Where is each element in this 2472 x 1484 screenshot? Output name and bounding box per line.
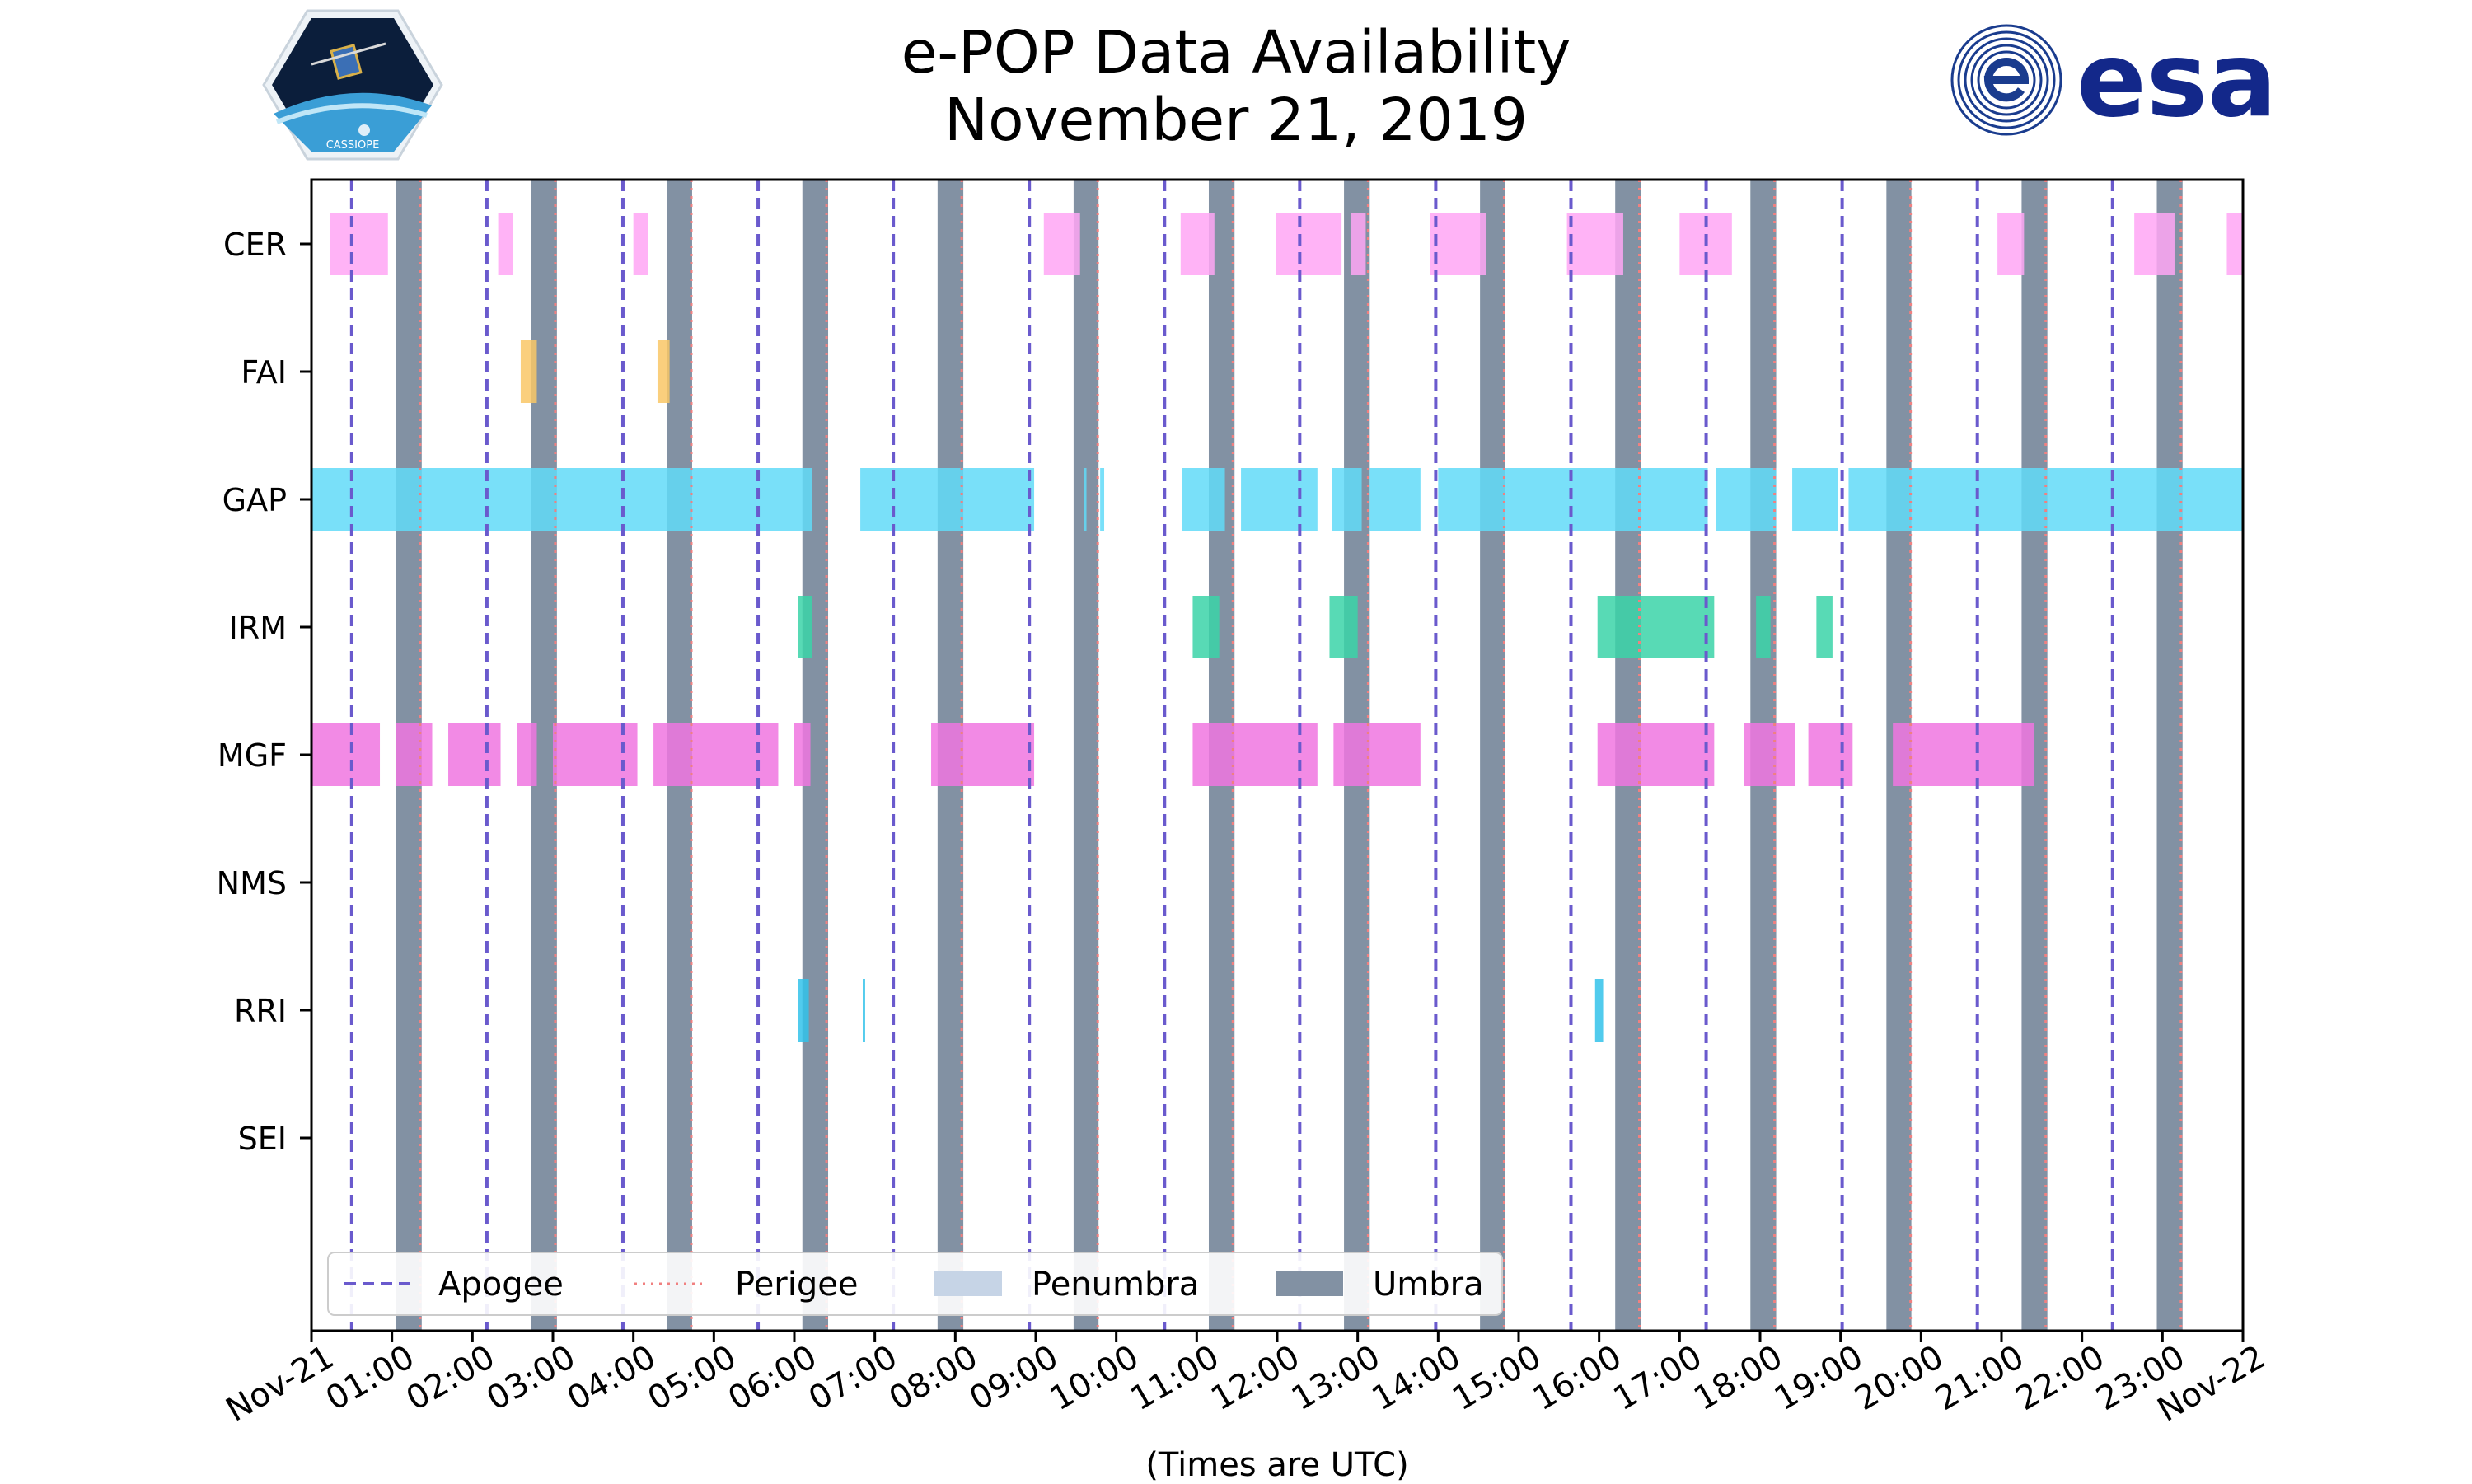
esa-logo-text: esa <box>2076 21 2278 140</box>
availability-bar-cer <box>1351 213 1366 275</box>
y-tick-label: MGF <box>218 737 287 774</box>
x-tick-label: 13:00 <box>1285 1338 1387 1418</box>
availability-bar-cer <box>1276 213 1342 275</box>
availability-bar-irm <box>1192 596 1220 658</box>
legend-label-apogee: Apogee <box>438 1266 564 1304</box>
availability-bar-cer <box>1997 213 2025 275</box>
x-tick-label: 09:00 <box>963 1338 1065 1418</box>
availability-bar-gap <box>1438 468 1708 531</box>
x-tick-label: 01:00 <box>320 1338 421 1418</box>
availability-bar-fai <box>520 340 537 403</box>
y-tick-label: SEI <box>238 1121 287 1157</box>
x-tick-label: 15:00 <box>1446 1338 1547 1418</box>
availability-bar-cer <box>1566 213 1623 275</box>
x-tick-label: 19:00 <box>1768 1338 1870 1418</box>
legend-swatch-umbra <box>1276 1271 1343 1296</box>
legend-swatch-penumbra <box>934 1271 1002 1296</box>
x-tick-label: 16:00 <box>1527 1338 1628 1418</box>
availability-bar-gap <box>1100 468 1105 531</box>
y-tick-label: NMS <box>217 865 287 901</box>
availability-bar-mgf <box>794 723 811 786</box>
availability-bar-gap <box>1241 468 1318 531</box>
availability-bar-mgf <box>1808 723 1853 786</box>
x-tick-label: 04:00 <box>561 1338 662 1418</box>
cassiope-logo-text: CASSIOPE <box>326 139 380 152</box>
umbra-band <box>1073 180 1099 1331</box>
availability-bar-mgf <box>1333 723 1421 786</box>
availability-bar-rri <box>798 979 809 1042</box>
availability-bar-irm <box>1597 596 1715 658</box>
availability-bar-mgf <box>1597 723 1715 786</box>
chart-title-line1: e-POP Data Availability <box>901 18 1571 87</box>
cassiope-logo: CASSIOPE <box>262 9 443 161</box>
x-tick-label: 18:00 <box>1688 1338 1789 1418</box>
availability-bar-cer <box>2226 213 2243 275</box>
availability-bar-mgf <box>553 723 638 786</box>
availability-bar-fai <box>657 340 670 403</box>
availability-bar-cer <box>2134 213 2175 275</box>
x-tick-label: 08:00 <box>883 1338 984 1418</box>
availability-bar-cer <box>330 213 388 275</box>
x-tick-label: 06:00 <box>722 1338 823 1418</box>
availability-bar-cer <box>1043 213 1080 275</box>
availability-bar-irm <box>1329 596 1358 658</box>
availability-bar-mgf <box>311 723 381 786</box>
availability-bar-gap <box>1332 468 1362 531</box>
x-tick-label: 12:00 <box>1205 1338 1306 1418</box>
x-tick-label: 11:00 <box>1124 1338 1225 1418</box>
legend-label-umbra: Umbra <box>1373 1266 1484 1304</box>
y-tick-label: RRI <box>234 993 287 1029</box>
x-tick-label: 02:00 <box>400 1338 501 1418</box>
availability-bar-cer <box>1180 213 1215 275</box>
x-tick-label: 14:00 <box>1365 1338 1467 1418</box>
chart-title-line2: November 21, 2019 <box>943 86 1529 154</box>
availability-bar-mgf <box>517 723 537 786</box>
x-tick-label: 20:00 <box>1848 1338 1950 1418</box>
availability-bar-cer <box>633 213 648 275</box>
availability-bar-mgf <box>1744 723 1795 786</box>
availability-bar-rri <box>863 979 865 1042</box>
availability-bar-gap <box>1182 468 1225 531</box>
x-tick-label: 21:00 <box>1929 1338 2030 1418</box>
availability-bar-gap <box>1369 468 1421 531</box>
availability-bar-cer <box>1430 213 1486 275</box>
availability-bar-mgf <box>931 723 1035 786</box>
availability-bar-mgf <box>1192 723 1318 786</box>
availability-bar-irm <box>1756 596 1771 658</box>
x-tick-label: 17:00 <box>1607 1338 1708 1418</box>
x-tick-label: 10:00 <box>1044 1338 1145 1418</box>
availability-bar-gap <box>860 468 1035 531</box>
y-tick-label: CER <box>223 227 287 263</box>
availability-bar-gap <box>1716 468 1777 531</box>
availability-bar-irm <box>798 596 812 658</box>
availability-bar-gap <box>1084 468 1087 531</box>
availability-bar-gap <box>1792 468 1838 531</box>
x-tick-label: 07:00 <box>803 1338 904 1418</box>
legend-label-penumbra: Penumbra <box>1032 1266 1199 1304</box>
esa-logo: esa <box>1950 21 2278 140</box>
y-tick-label: FAI <box>241 354 287 391</box>
x-axis-note: (Times are UTC) <box>1145 1446 1409 1484</box>
availability-bar-gap <box>311 468 812 531</box>
y-tick-label: IRM <box>229 610 287 646</box>
availability-bar-mgf <box>396 723 433 786</box>
umbra-band <box>1480 180 1505 1331</box>
x-tick-label: 03:00 <box>480 1338 582 1418</box>
y-tick-label: GAP <box>222 482 287 518</box>
legend-label-perigee: Perigee <box>735 1266 858 1304</box>
legend-box <box>327 1252 1503 1316</box>
x-tick-label: 22:00 <box>2010 1338 2111 1418</box>
availability-bar-rri <box>1594 979 1604 1042</box>
x-tick-label: 05:00 <box>641 1338 742 1418</box>
availability-bar-cer <box>498 213 513 275</box>
umbra-band <box>2156 180 2183 1331</box>
availability-bar-mgf <box>448 723 501 786</box>
availability-bar-irm <box>1816 596 1833 658</box>
availability-bar-mgf <box>1893 723 2034 786</box>
